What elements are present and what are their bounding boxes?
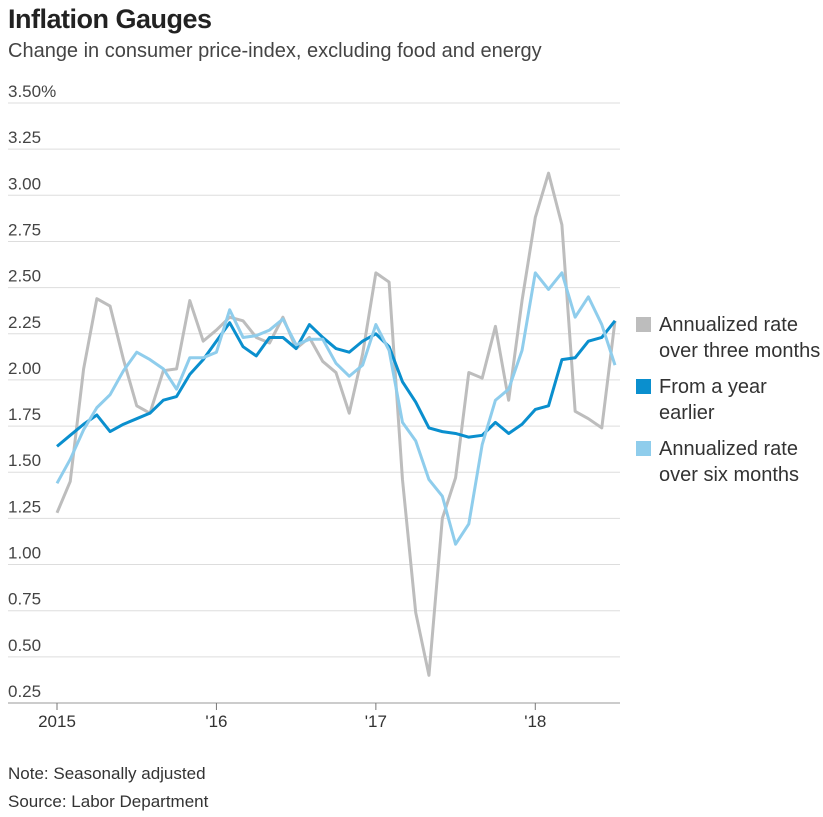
y-tick-label: 2.50 — [8, 267, 41, 286]
chart-subtitle: Change in consumer price-index, excludin… — [8, 40, 542, 62]
x-tick-label: '16 — [205, 712, 227, 731]
x-tick-label: '17 — [365, 712, 387, 731]
y-tick-label: 2.00 — [8, 359, 41, 378]
legend-item: Annualized rate over six months — [636, 436, 821, 488]
legend-item: Annualized rate over three months — [636, 312, 821, 364]
legend-item: From a year earlier — [636, 374, 821, 426]
y-tick-label: 0.75 — [8, 590, 41, 609]
y-tick-label: 3.00 — [8, 174, 41, 193]
y-tick-label: 0.25 — [8, 682, 41, 701]
y-tick-label: 1.50 — [8, 451, 41, 470]
legend-swatch — [636, 317, 651, 332]
legend-swatch — [636, 379, 651, 394]
y-tick-label: 1.75 — [8, 405, 41, 424]
series-line — [55, 171, 617, 677]
y-tick-label: 1.25 — [8, 497, 41, 516]
note: Note: Seasonally adjusted — [8, 764, 206, 783]
y-tick-label: 1.00 — [8, 544, 41, 563]
y-tick-label: 2.75 — [8, 220, 41, 239]
legend-label: Annualized rate over three months — [659, 314, 821, 362]
legend: Annualized rate over three months From a … — [636, 312, 821, 498]
series-line — [56, 319, 617, 448]
y-tick-label: 2.25 — [8, 313, 41, 332]
y-tick-label: 3.50% — [8, 82, 56, 101]
series-line — [55, 271, 617, 546]
chart-title: Inflation Gauges — [8, 4, 212, 34]
legend-swatch — [636, 441, 651, 456]
y-tick-label: 0.50 — [8, 636, 41, 655]
x-tick-label: '18 — [524, 712, 546, 731]
legend-label: From a year earlier — [659, 376, 767, 424]
y-tick-label: 3.25 — [8, 128, 41, 147]
source: Source: Labor Department — [8, 792, 209, 811]
x-tick-label: 2015 — [38, 712, 76, 731]
legend-label: Annualized rate over six months — [659, 438, 800, 486]
